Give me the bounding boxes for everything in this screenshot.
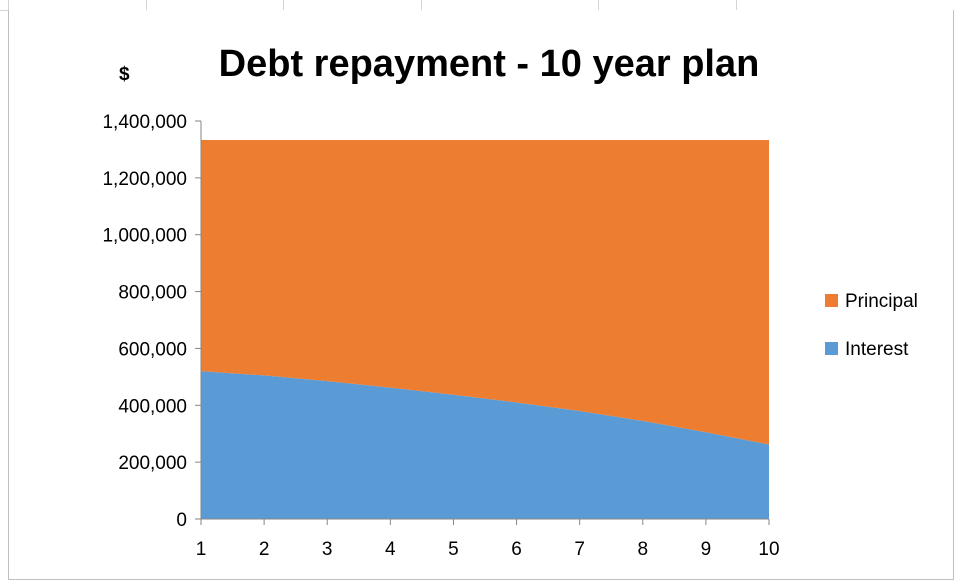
x-tick-label: 6 xyxy=(511,539,522,560)
legend: Principal Interest xyxy=(825,291,918,360)
chart-title: Debt repayment - 10 year plan xyxy=(219,43,760,85)
legend-swatch-principal xyxy=(825,294,838,307)
y-tick-label: 200,000 xyxy=(118,453,187,474)
x-tick-label: 1 xyxy=(196,539,207,560)
cell-divider xyxy=(736,0,737,10)
cell-divider xyxy=(598,0,599,10)
x-tick-label: 2 xyxy=(259,539,270,560)
chart-area[interactable]: Debt repayment - 10 year plan $ 0 200,000… xyxy=(8,10,954,580)
legend-swatch-interest xyxy=(825,342,838,355)
y-tick-label: 1,000,000 xyxy=(102,226,187,247)
x-tick-label: 3 xyxy=(322,539,333,560)
plot-area xyxy=(201,140,769,519)
cell-divider xyxy=(283,0,284,10)
x-tick-label: 8 xyxy=(637,539,648,560)
y-tick-label: 600,000 xyxy=(118,339,187,360)
cell-divider xyxy=(8,0,9,10)
x-tick-label: 5 xyxy=(448,539,459,560)
x-tick-label: 4 xyxy=(385,539,396,560)
cell-divider xyxy=(421,0,422,10)
y-unit-label: $ xyxy=(119,64,130,85)
axes: 0 200,000 400,000 600,000 800,000 1,000,000 1,… xyxy=(102,112,779,560)
x-tick-label: 10 xyxy=(758,539,779,560)
y-tick-label: 1,200,000 xyxy=(102,169,187,190)
y-tick-label: 800,000 xyxy=(118,283,187,304)
x-tick-label: 7 xyxy=(574,539,585,560)
chart-svg: Debt repayment - 10 year plan $ 0 200,000… xyxy=(102,43,918,560)
y-tick-label: 1,400,000 xyxy=(102,112,187,133)
y-tick-label: 0 xyxy=(176,510,187,531)
area-interest[interactable] xyxy=(201,371,769,519)
cell-divider xyxy=(146,0,147,10)
y-tick-label: 400,000 xyxy=(118,396,187,417)
x-tick-label: 9 xyxy=(701,539,712,560)
legend-label-principal: Principal xyxy=(845,291,918,312)
legend-label-interest: Interest xyxy=(845,339,909,360)
area-principal[interactable] xyxy=(201,140,769,445)
